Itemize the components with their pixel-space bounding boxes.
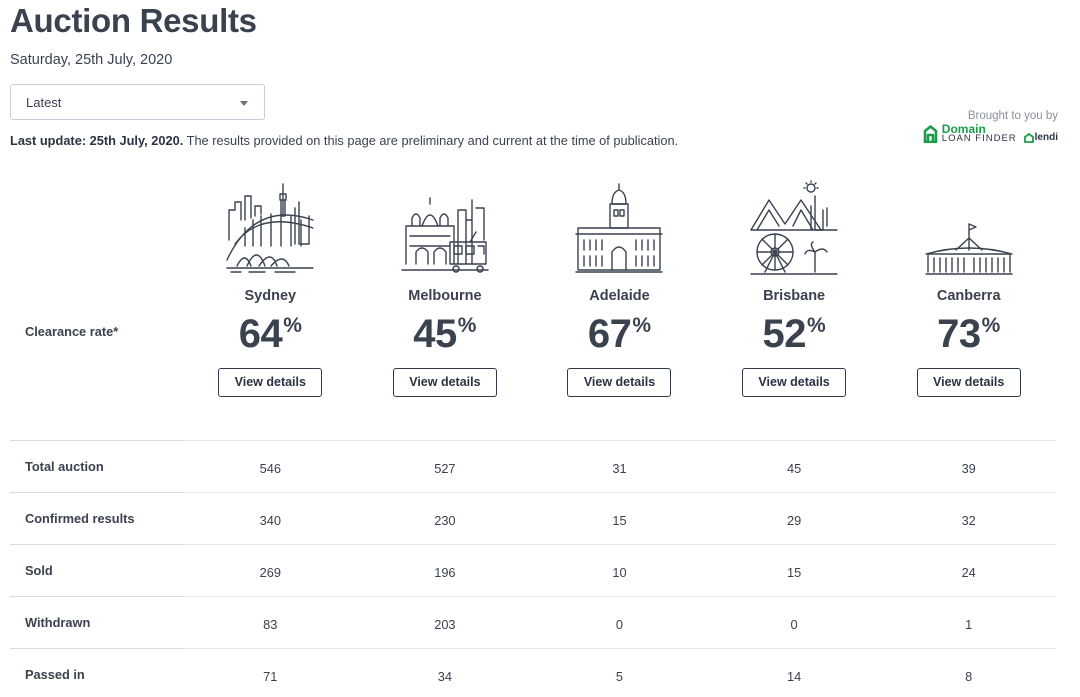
page-title: Auction Results [10, 2, 257, 39]
last-update-text: The results provided on this page are pr… [183, 133, 679, 148]
clearance-rate-label: Clearance rate* [25, 324, 119, 339]
table-cell: 15 [786, 565, 802, 580]
canberra-skyline-icon [924, 223, 1013, 275]
table-cell: 230 [434, 513, 456, 528]
table-cell: 340 [259, 513, 281, 528]
percent-sign: % [632, 314, 652, 337]
clearance-rate-value: 73 [937, 312, 981, 356]
table-cell: 32 [961, 513, 976, 528]
row-label: Withdrawn [25, 615, 91, 630]
percent-sign: % [457, 314, 477, 337]
city-name: Canberra [936, 288, 1001, 304]
table-row: Sold 269 196 10 15 24 [10, 544, 1056, 596]
table-cell: 45 [786, 461, 802, 476]
table-cell: 0 [790, 617, 798, 632]
table-cell: 83 [263, 617, 278, 632]
city-column-brisbane: Brisbane 52% View details [707, 180, 882, 397]
caret-down-icon [240, 101, 248, 106]
date-select[interactable]: Latest [10, 84, 265, 120]
view-details-button-sydney[interactable]: View details [218, 368, 323, 397]
table-row: Passed in 71 34 5 14 8 [10, 648, 1056, 697]
clearance-rate-value: 52 [762, 312, 807, 356]
melbourne-skyline-icon [401, 197, 489, 273]
row-label: Sold [25, 563, 53, 578]
clearance-rate: 67% [532, 312, 707, 356]
results-table: Total auction 546 527 31 45 39 Confirmed… [10, 440, 1056, 697]
lendi-logo-text: lendi [1034, 132, 1058, 143]
table-row: Withdrawn 83 203 0 0 1 [10, 596, 1056, 648]
table-cell: 34 [437, 669, 452, 684]
sponsor-block: Brought to you by Domain LOAN FINDER len… [923, 110, 1058, 144]
table-cell: 203 [434, 617, 456, 632]
city-column-canberra: Canberra 73% View details [881, 180, 1056, 397]
last-update-label: Last update: 25th July, 2020. [10, 133, 184, 148]
clearance-rate: 73% [881, 312, 1056, 356]
row-label: Total auction [25, 459, 104, 474]
table-cell: 546 [259, 461, 281, 476]
domain-house-icon [923, 125, 938, 143]
view-details-button-melbourne[interactable]: View details [392, 368, 497, 397]
domain-logo-text: Domain [941, 122, 986, 136]
sponsor-caption: Brought to you by [967, 110, 1058, 122]
clearance-rate: 45% [358, 312, 533, 356]
adelaide-skyline-icon [575, 183, 664, 273]
table-cell: 71 [263, 669, 278, 684]
table-cell: 527 [434, 461, 456, 476]
city-column-melbourne: Melbourne 45% View details [358, 180, 533, 397]
table-cell: 1 [965, 617, 973, 632]
table-cell: 5 [615, 669, 624, 684]
table-cell: 31 [612, 461, 627, 476]
table-cell: 269 [259, 565, 281, 580]
loan-finder-logo-text: LOAN FINDER [941, 133, 1017, 144]
city-column-sydney: Sydney 64% View details [183, 180, 358, 397]
table-cell: 14 [786, 669, 802, 684]
clearance-rate-value: 67 [587, 312, 632, 356]
view-details-button-adelaide[interactable]: View details [567, 368, 672, 397]
lendi-house-icon [1023, 132, 1034, 143]
brisbane-skyline-icon [750, 180, 838, 275]
table-row: Confirmed results 340 230 15 29 32 [10, 492, 1056, 544]
table-row: Total auction 546 527 31 45 39 [10, 440, 1056, 492]
table-cell: 8 [965, 669, 973, 684]
city-name: Adelaide [589, 288, 650, 304]
lendi-logo[interactable]: lendi [1023, 132, 1058, 143]
table-cell: 0 [615, 617, 624, 632]
domain-loan-finder-logo[interactable]: Domain LOAN FINDER [923, 122, 1017, 144]
percent-sign: % [283, 314, 302, 337]
clearance-rate-value: 45 [413, 312, 457, 356]
city-name: Brisbane [763, 288, 826, 304]
table-cell: 15 [612, 513, 627, 528]
sydney-skyline-icon [226, 183, 314, 273]
table-cell: 39 [961, 461, 976, 476]
percent-sign: % [807, 314, 826, 337]
city-name: Sydney [244, 288, 297, 304]
row-label: Confirmed results [25, 511, 135, 526]
page-date: Saturday, 25th July, 2020 [10, 52, 173, 68]
city-column-adelaide: Adelaide 67% View details [532, 180, 707, 397]
view-details-button-canberra[interactable]: View details [916, 368, 1021, 397]
percent-sign: % [981, 314, 1001, 337]
clearance-rate: 52% [707, 312, 882, 356]
row-label: Passed in [25, 667, 85, 682]
city-clearance-columns: Sydney 64% View details Melbourne 45% Vi… [183, 180, 1056, 410]
clearance-rate: 64% [183, 312, 358, 356]
last-update-note: Last update: 25th July, 2020. The result… [10, 133, 678, 148]
table-cell: 10 [612, 565, 627, 580]
table-cell: 24 [961, 565, 976, 580]
clearance-rate-value: 64 [238, 312, 283, 356]
table-cell: 196 [434, 565, 456, 580]
city-name: Melbourne [408, 288, 482, 304]
date-select-value: Latest [26, 95, 62, 110]
table-cell: 29 [786, 513, 802, 528]
view-details-button-brisbane[interactable]: View details [742, 368, 847, 397]
